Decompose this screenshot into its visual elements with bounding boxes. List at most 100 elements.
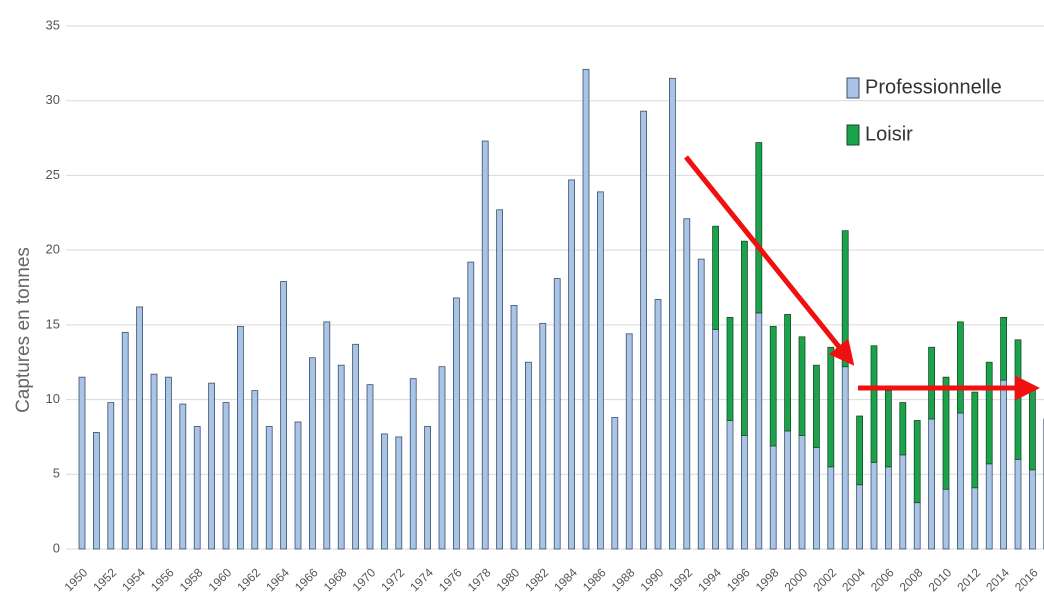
bar-segment <box>798 435 806 550</box>
y-tick-label: 15 <box>46 316 60 331</box>
x-tick-label: 2008 <box>897 565 926 594</box>
bar-segment <box>496 209 504 550</box>
bar-segment <box>769 445 777 550</box>
bar-segment <box>726 316 734 421</box>
bar-segment <box>813 446 820 550</box>
x-tick-label: 1968 <box>321 565 350 594</box>
bar-segment <box>669 77 676 550</box>
x-tick-label: 1972 <box>378 565 407 594</box>
bar-segment <box>798 336 806 436</box>
y-tick-label: 10 <box>46 391 60 406</box>
bar-segment <box>726 420 734 550</box>
bar-segment <box>121 331 129 550</box>
bar-segment <box>697 258 705 550</box>
x-tick-label: 2000 <box>782 565 811 594</box>
bar-segment <box>870 461 878 550</box>
bar-segment <box>1000 379 1007 550</box>
bar-segment <box>654 299 662 550</box>
x-tick-label: 1954 <box>119 565 148 594</box>
y-tick-label: 30 <box>46 92 60 107</box>
bar-segment <box>337 364 345 550</box>
bar-segment <box>78 376 86 550</box>
bar-segment <box>856 415 863 486</box>
x-tick-label: 1996 <box>724 565 753 594</box>
bar-segment <box>841 230 849 368</box>
legend-swatch <box>846 77 860 99</box>
bar-segment <box>971 391 979 489</box>
bar-segment <box>913 502 921 550</box>
bar-segment <box>741 240 748 436</box>
bar-segment <box>841 366 849 550</box>
bar-segment <box>352 343 360 550</box>
bar-segment <box>971 487 979 550</box>
bar-segment <box>827 346 835 468</box>
x-tick-label: 1992 <box>666 565 695 594</box>
y-tick-label: 35 <box>46 17 60 32</box>
bar-segment <box>885 390 892 468</box>
x-tick-label: 1970 <box>350 565 379 594</box>
x-tick-label: 1990 <box>638 565 667 594</box>
bar-segment <box>1029 469 1036 550</box>
bar-segment <box>769 325 777 447</box>
x-tick-label: 1952 <box>90 565 119 594</box>
bar-segment <box>827 466 835 550</box>
x-tick-label: 1994 <box>695 565 724 594</box>
x-tick-label: 2014 <box>983 565 1012 594</box>
bar-segment <box>525 361 532 550</box>
bar-segment <box>942 376 950 490</box>
bar-segment <box>467 261 475 550</box>
x-tick-label: 1984 <box>551 565 580 594</box>
y-tick-label: 5 <box>53 466 60 481</box>
bar-segment <box>308 357 316 550</box>
x-tick-label: 1998 <box>753 565 782 594</box>
bar-segment <box>208 382 216 550</box>
bar-segment <box>755 312 763 550</box>
bar-segment <box>539 322 547 550</box>
bar-segment <box>1014 339 1022 460</box>
bar-segment <box>1000 316 1007 381</box>
bar-segment <box>741 435 748 550</box>
bar-segment <box>150 373 158 550</box>
bar-segment <box>568 179 575 550</box>
bar-segment <box>395 436 403 550</box>
bar-segment <box>755 142 763 314</box>
bar-segment <box>553 278 561 550</box>
x-tick-label: 1960 <box>206 565 235 594</box>
bars <box>78 68 1044 550</box>
bar-segment <box>813 364 820 448</box>
x-tick-label: 1976 <box>436 565 465 594</box>
bar-segment <box>856 484 863 550</box>
x-tick-label: 1966 <box>292 565 321 594</box>
bar-segment <box>611 417 619 550</box>
x-tick-label: 2006 <box>868 565 897 594</box>
bar-segment <box>1014 458 1022 550</box>
bar-segment <box>265 426 273 550</box>
x-tick-label: 1978 <box>465 565 494 594</box>
bar-segment <box>928 418 935 550</box>
x-tick-label: 1982 <box>522 565 551 594</box>
bar-segment <box>424 426 432 550</box>
bar-segment <box>107 402 115 550</box>
x-tick-label: 1988 <box>609 565 638 594</box>
bar-segment <box>942 488 950 550</box>
x-tick-label: 2016 <box>1012 565 1041 594</box>
legend-swatch <box>846 124 860 146</box>
bar-segment <box>784 430 791 550</box>
bar-segment <box>510 305 518 550</box>
bar-segment <box>957 321 964 414</box>
y-tick-label: 0 <box>53 540 60 555</box>
bar-segment <box>179 403 187 550</box>
bar-segment <box>93 432 100 550</box>
bar-segment <box>870 345 878 463</box>
bar-segment <box>193 426 201 550</box>
bar-segment <box>164 376 172 550</box>
bar-segment <box>784 313 791 432</box>
bar-segment <box>640 110 647 550</box>
y-axis-label: Captures en tonnes <box>13 247 34 413</box>
bar-segment <box>985 361 993 465</box>
bar-segment <box>380 433 388 550</box>
bar-segment <box>899 454 907 550</box>
x-tick-label: 2004 <box>839 565 868 594</box>
